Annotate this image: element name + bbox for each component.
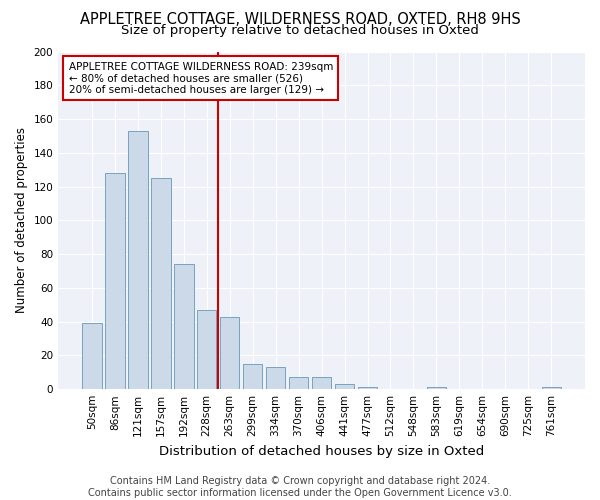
Text: APPLETREE COTTAGE WILDERNESS ROAD: 239sqm
← 80% of detached houses are smaller (: APPLETREE COTTAGE WILDERNESS ROAD: 239sq…	[69, 62, 333, 95]
Bar	[335, 384, 355, 389]
Text: Size of property relative to detached houses in Oxted: Size of property relative to detached ho…	[121, 24, 479, 37]
X-axis label: Distribution of detached houses by size in Oxted: Distribution of detached houses by size …	[159, 444, 484, 458]
Bar	[151, 178, 170, 389]
Bar	[105, 173, 125, 389]
Bar	[82, 324, 101, 389]
Y-axis label: Number of detached properties: Number of detached properties	[15, 128, 28, 314]
Bar	[243, 364, 262, 389]
Bar	[312, 378, 331, 389]
Text: Contains HM Land Registry data © Crown copyright and database right 2024.
Contai: Contains HM Land Registry data © Crown c…	[88, 476, 512, 498]
Text: APPLETREE COTTAGE, WILDERNESS ROAD, OXTED, RH8 9HS: APPLETREE COTTAGE, WILDERNESS ROAD, OXTE…	[80, 12, 520, 28]
Bar	[128, 131, 148, 389]
Bar	[427, 388, 446, 389]
Bar	[220, 316, 239, 389]
Bar	[197, 310, 217, 389]
Bar	[266, 367, 286, 389]
Bar	[174, 264, 194, 389]
Bar	[358, 388, 377, 389]
Bar	[289, 378, 308, 389]
Bar	[542, 388, 561, 389]
